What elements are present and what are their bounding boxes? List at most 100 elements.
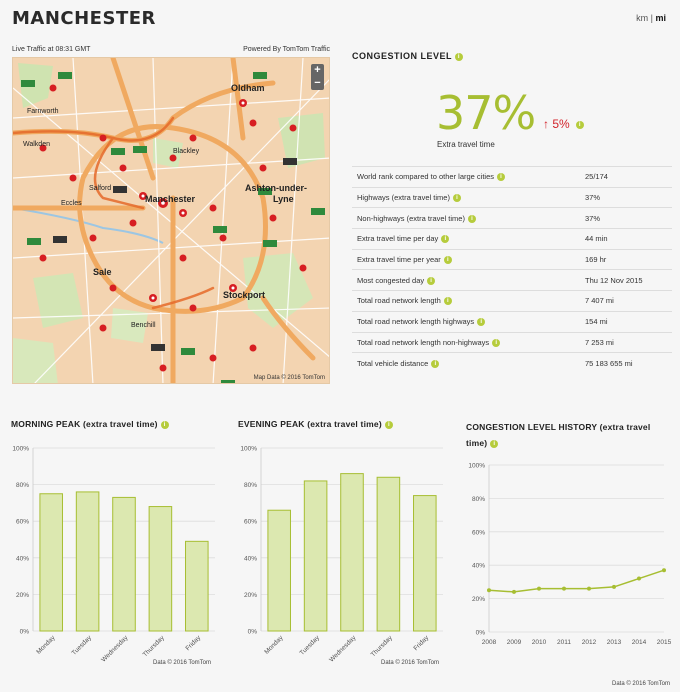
stats-value: 37% [582, 207, 672, 229]
data-point [637, 576, 641, 581]
bar [376, 476, 401, 632]
stats-row: Non-highways (extra travel time) i 37% [352, 207, 672, 229]
map-place-farnworth: Farnworth [27, 108, 59, 115]
data-point [537, 586, 541, 591]
x-tick-label: Wednesday [328, 634, 358, 664]
stats-value: 25/174 [582, 166, 672, 188]
unit-separator: | [650, 13, 653, 23]
y-tick-label: 60% [16, 519, 29, 526]
stats-value: 44 min [582, 228, 672, 250]
x-tick-label: 2014 [632, 639, 647, 646]
y-tick-label: 0% [20, 629, 30, 636]
map-place-lyne: Lyne [273, 194, 294, 204]
data-point [587, 586, 591, 591]
map-place-walkden: Walkden [23, 141, 50, 148]
x-tick-label: Thursday [370, 634, 395, 659]
stats-row: Total vehicle distance i 75 183 655 mi [352, 352, 672, 374]
map-header: Live Traffic at 08:31 GMT Powered By Tom… [12, 46, 330, 53]
chart-title-history: CONGESTION LEVEL HISTORY (extra travel t… [466, 422, 651, 448]
map-place-manchester: Manchester [145, 194, 196, 204]
info-icon[interactable]: i [443, 256, 452, 265]
info-icon[interactable]: i [160, 420, 169, 429]
stats-value: 37% [582, 186, 672, 208]
bar [267, 509, 291, 632]
chart-credit: Data © 2016 TomTom [153, 660, 212, 666]
stats-row: Total road network length highways i 154 m… [352, 310, 672, 332]
info-icon[interactable]: i [455, 52, 464, 61]
info-icon[interactable]: i [431, 359, 440, 368]
page-title: MANCHESTER [12, 8, 156, 29]
info-icon[interactable]: i [427, 276, 436, 285]
morning-peak-chart: 0% 20% 40% 60% 80% 100% Monday Tuesday Wednesday… [12, 446, 215, 664]
stats-row: Total road network length i 7 407 mi [352, 290, 672, 312]
x-tick-label: 2008 [482, 639, 497, 646]
map-place-sale: Sale [93, 267, 112, 277]
stats-label: Total road network length highways i [352, 310, 582, 332]
map-place-blackley: Blackley [173, 148, 200, 155]
y-tick-label: 20% [472, 596, 485, 603]
unit-toggle: km | mi [636, 13, 666, 23]
stats-label: Most congested day i [352, 269, 582, 291]
info-icon[interactable]: i [384, 420, 393, 429]
zoom-out-button[interactable]: − [314, 77, 321, 89]
y-tick-label: 40% [16, 555, 29, 562]
unit-mi-toggle[interactable]: mi [655, 13, 666, 23]
congestion-history-chart: 0% 20% 40% 60% 80% 100% 2008 2009 2010 2011 2012 20… [468, 463, 672, 647]
bar [185, 540, 209, 632]
arrow-up-icon: ↑ [543, 117, 549, 131]
info-icon[interactable]: i [477, 318, 486, 327]
bar [112, 496, 136, 632]
x-tick-label: Monday [263, 634, 285, 656]
powered-by: Powered By TomTom Traffic [243, 46, 330, 53]
data-point [612, 584, 616, 589]
info-icon[interactable]: i [443, 297, 452, 306]
x-tick-label: Friday [184, 634, 202, 652]
bar [75, 491, 100, 632]
y-tick-label: 60% [244, 519, 257, 526]
info-icon[interactable]: i [452, 194, 461, 203]
stats-row: Most congested day i Thu 12 Nov 2015 [352, 269, 672, 291]
x-tick-label: Wednesday [100, 634, 130, 664]
map-place-eccles: Eccles [61, 200, 82, 207]
y-tick-label: 20% [244, 592, 257, 599]
info-icon[interactable]: i [441, 235, 450, 244]
traffic-map[interactable]: Oldham Walkden Blackley Manchester Salfo… [12, 57, 330, 384]
map-place-salford: Salford [89, 185, 112, 192]
stats-label: Total road network length non-highways i [352, 331, 582, 353]
stats-row: Extra travel time per year i 169 hr [352, 248, 672, 270]
y-tick-label: 100% [12, 446, 29, 453]
chart-credit: Data © 2016 TomTom [381, 660, 440, 666]
map-graphics [13, 58, 329, 383]
y-tick-label: 20% [16, 592, 29, 599]
stats-row: Extra travel time per day i 44 min [352, 228, 672, 250]
stats-row: Highways (extra travel time) i 37% [352, 186, 672, 208]
congestion-title: CONGESTION LEVEL i [352, 51, 464, 61]
x-tick-label: 2015 [657, 639, 672, 646]
x-tick-label: 2009 [507, 639, 522, 646]
y-tick-label: 40% [472, 563, 485, 570]
y-tick-label: 100% [468, 463, 485, 470]
x-tick-label: Monday [35, 634, 57, 656]
y-tick-label: 0% [476, 630, 486, 637]
data-point [562, 586, 566, 591]
stats-label: Extra travel time per day i [352, 228, 582, 250]
info-icon[interactable]: i [492, 338, 501, 347]
data-point [662, 568, 666, 573]
stats-value: 169 hr [582, 248, 672, 270]
unit-km-toggle[interactable]: km [636, 13, 649, 23]
bar [148, 506, 173, 632]
info-icon[interactable]: i [490, 439, 499, 448]
congestion-label: Extra travel time [437, 140, 495, 149]
info-icon[interactable]: i [575, 120, 584, 129]
map-place-benchill: Benchill [131, 322, 156, 329]
stats-row: Total road network length non-highways i 7… [352, 331, 672, 353]
y-tick-label: 80% [244, 482, 257, 489]
zoom-in-button[interactable]: + [314, 64, 321, 76]
x-tick-label: 2012 [582, 639, 597, 646]
data-point [487, 588, 491, 593]
chart-title-evening: EVENING PEAK (extra travel time) i [238, 419, 393, 429]
change-value: 5% [552, 117, 570, 131]
info-icon[interactable]: i [497, 173, 506, 182]
y-tick-label: 60% [472, 529, 485, 536]
info-icon[interactable]: i [467, 214, 476, 223]
